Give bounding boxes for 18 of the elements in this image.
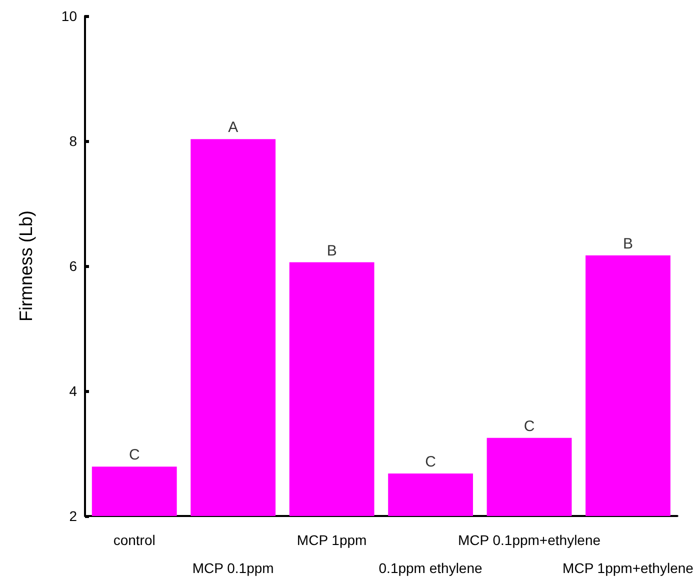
annotation: A <box>228 119 238 136</box>
annotation: B <box>622 235 633 252</box>
y-tick-label: 4 <box>69 383 78 399</box>
x-tick-label: control <box>113 532 156 548</box>
x-tick-label: MCP 1ppm+ethylene <box>562 560 694 576</box>
y-axis-title: Firmness (Lb) <box>16 210 36 322</box>
y-tick-label: 10 <box>61 8 78 24</box>
x-tick-label: MCP 1ppm <box>296 532 367 548</box>
annotation: C <box>524 418 535 435</box>
x-tick-label: 0.1ppm ethylene <box>378 560 483 576</box>
x-tick-label: MCP 0.1ppm <box>192 560 274 576</box>
annotation: C <box>128 446 140 464</box>
x-tick-label: MCP 0.1ppm+ethylene <box>458 532 601 548</box>
y-tick-label: 2 <box>69 508 78 524</box>
annotation: B <box>326 242 337 260</box>
y-tick-label: 6 <box>69 258 78 274</box>
y-tick-label: 8 <box>69 133 78 149</box>
annotation: C <box>425 454 436 470</box>
